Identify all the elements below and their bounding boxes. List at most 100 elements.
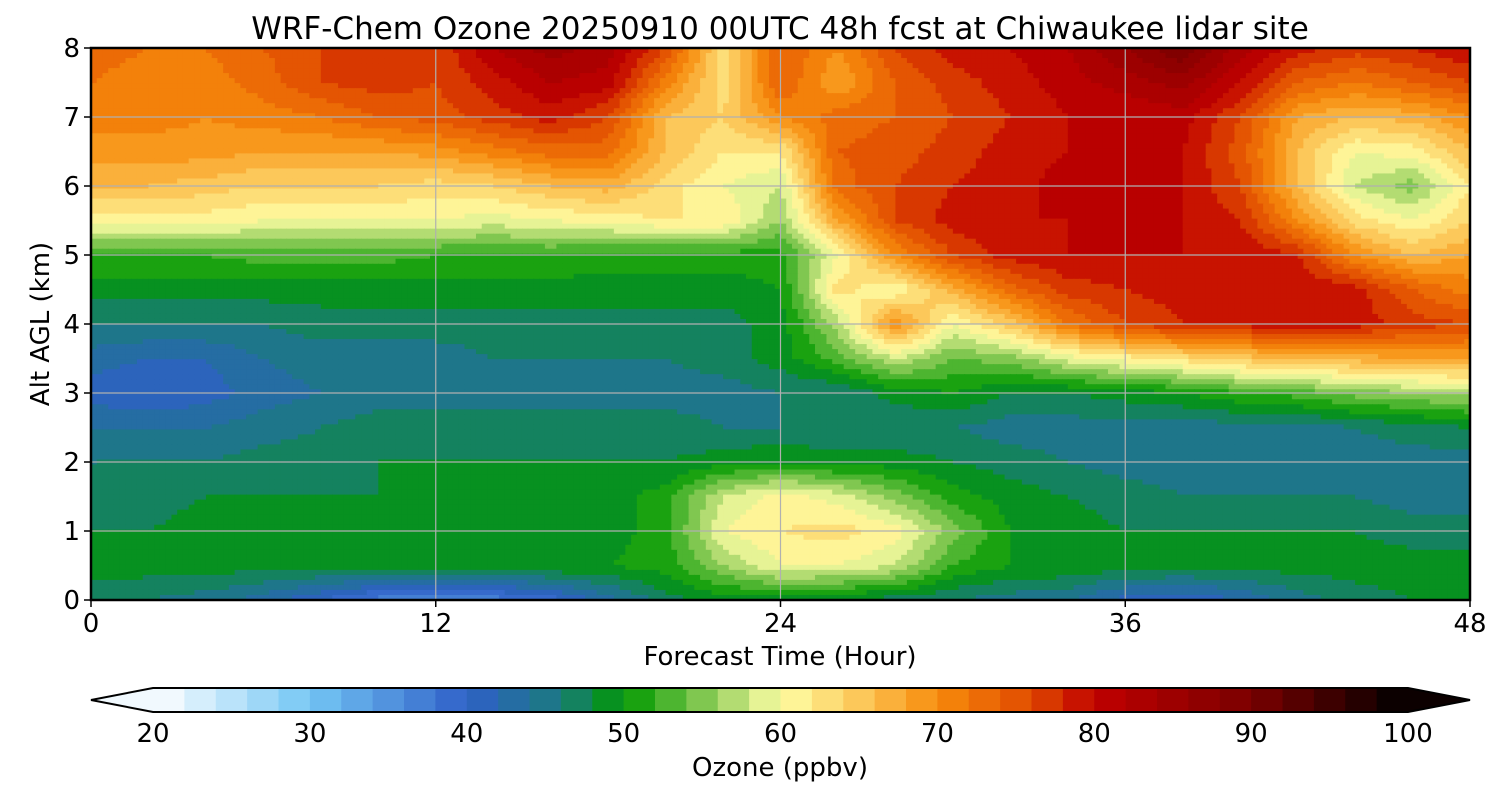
heatmap-cell (596, 78, 604, 84)
heatmap-cell (849, 138, 856, 145)
heatmap-cell (723, 133, 730, 140)
heatmap-cell (642, 138, 650, 145)
heatmap-cell (401, 123, 408, 129)
heatmap-cell (96, 123, 104, 129)
heatmap-cell (797, 133, 805, 140)
heatmap-cell (246, 83, 253, 89)
heatmap-cell (165, 63, 173, 69)
heatmap-cell (148, 113, 155, 119)
heatmap-cell (205, 118, 213, 124)
heatmap-cell (723, 83, 730, 89)
heatmap-cell (1297, 88, 1305, 94)
heatmap-cell (590, 53, 598, 59)
heatmap-cell (1062, 53, 1069, 59)
heatmap-cell (269, 73, 276, 79)
heatmap-cell (757, 143, 764, 150)
heatmap-cell (1263, 98, 1270, 104)
heatmap-cell (338, 58, 345, 64)
heatmap-cell (458, 113, 466, 119)
heatmap-cell (1188, 133, 1195, 140)
heatmap-cell (1044, 88, 1052, 94)
heatmap-cell (326, 53, 334, 59)
heatmap-cell (280, 123, 288, 129)
heatmap-cell (1332, 113, 1339, 119)
heatmap-cell (1429, 103, 1437, 109)
heatmap-cell (447, 73, 454, 79)
heatmap-cell (935, 103, 943, 109)
heatmap-cell (918, 133, 925, 140)
heatmap-cell (1401, 58, 1408, 64)
heatmap-cell (1217, 58, 1224, 64)
heatmap-cell (355, 73, 362, 79)
heatmap-cell (533, 148, 540, 155)
heatmap-cell (320, 48, 328, 54)
heatmap-cell (648, 98, 655, 104)
heatmap-cell (1148, 93, 1155, 99)
heatmap-cell (200, 128, 207, 135)
heatmap-cell (556, 48, 563, 54)
heatmap-cell (1194, 93, 1201, 99)
heatmap-cell (349, 98, 357, 104)
heatmap-cell (895, 53, 902, 59)
heatmap-cell (1378, 53, 1385, 59)
heatmap-cell (1182, 88, 1190, 94)
heatmap-cell (113, 68, 121, 74)
heatmap-cell (361, 148, 368, 155)
heatmap-cell (384, 143, 391, 150)
heatmap-cell (389, 143, 397, 150)
heatmap-cell (125, 118, 132, 124)
heatmap-cell (539, 58, 546, 64)
heatmap-cell (280, 118, 288, 124)
heatmap-cell (205, 73, 213, 79)
heatmap-cell (452, 83, 460, 89)
heatmap-cell (1027, 128, 1035, 135)
heatmap-cell (332, 58, 339, 64)
heatmap-cell (533, 68, 540, 74)
heatmap-cell (338, 148, 345, 155)
heatmap-cell (671, 138, 678, 145)
heatmap-cell (326, 93, 334, 99)
heatmap-cell (1228, 98, 1236, 104)
heatmap-cell (1389, 133, 1397, 140)
heatmap-cell (1217, 83, 1224, 89)
heatmap-cell (470, 78, 477, 84)
heatmap-cell (194, 113, 201, 119)
heatmap-cell (797, 53, 805, 59)
heatmap-cell (389, 68, 397, 74)
heatmap-cell (734, 83, 741, 89)
heatmap-cell (998, 143, 1006, 150)
heatmap-cell (1079, 98, 1086, 104)
heatmap-cell (384, 98, 391, 104)
heatmap-cell (694, 78, 701, 84)
heatmap-cell (1429, 128, 1437, 135)
heatmap-cell (142, 68, 150, 74)
heatmap-cell (648, 148, 655, 155)
heatmap-cell (384, 93, 391, 99)
heatmap-cell (165, 108, 173, 114)
heatmap-cell (751, 123, 759, 129)
heatmap-cell (1153, 103, 1161, 109)
heatmap-cell (625, 58, 632, 64)
heatmap-cell (504, 88, 512, 94)
heatmap-cell (889, 123, 897, 129)
heatmap-cell (1096, 53, 1103, 59)
heatmap-cell (493, 78, 500, 84)
heatmap-cell (774, 138, 782, 145)
heatmap-cell (585, 98, 592, 104)
heatmap-cell (947, 138, 954, 145)
heatmap-cell (1067, 138, 1075, 145)
heatmap-cell (481, 113, 489, 119)
heatmap-cell (1286, 63, 1293, 69)
heatmap-cell (1343, 48, 1351, 54)
heatmap-cell (642, 68, 650, 74)
heatmap-cell (924, 78, 931, 84)
heatmap-cell (705, 48, 713, 54)
heatmap-cell (228, 123, 236, 129)
heatmap-cell (1395, 143, 1402, 150)
heatmap-cell (361, 143, 368, 150)
heatmap-cell (791, 63, 799, 69)
heatmap-cell (1389, 73, 1397, 79)
heatmap-cell (717, 103, 724, 109)
heatmap-cell (1176, 93, 1184, 99)
heatmap-cell (257, 48, 265, 54)
